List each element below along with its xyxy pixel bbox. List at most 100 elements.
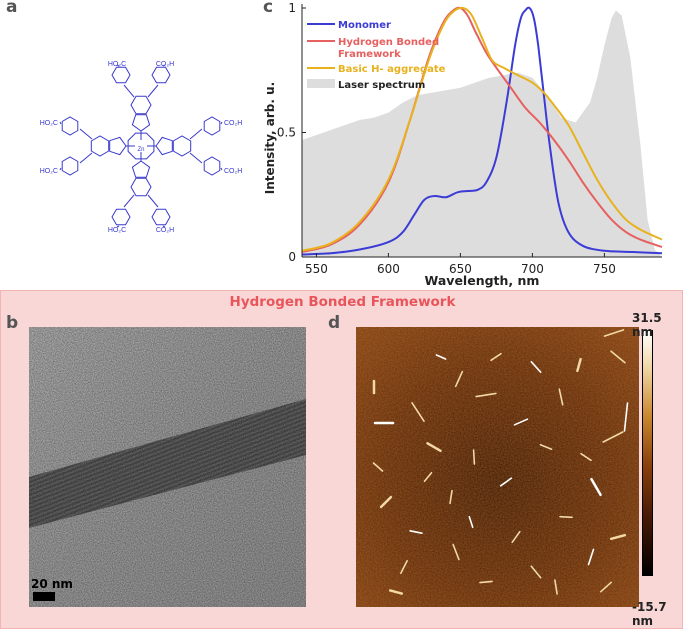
ring <box>61 156 79 176</box>
afm-fiber <box>603 329 625 337</box>
substituent-label: HO₂C <box>40 120 58 127</box>
legend-swatch <box>307 79 335 88</box>
afm-fiber <box>580 452 592 462</box>
afm-fiber <box>449 489 453 505</box>
afm-fiber <box>511 530 521 544</box>
afm-fiber <box>610 350 626 364</box>
afm-fiber <box>609 533 627 541</box>
scale-bar-label: 20 nm <box>31 577 73 591</box>
ring <box>130 95 152 115</box>
chart-lines <box>301 6 663 256</box>
afm-fiber <box>426 442 442 453</box>
bond <box>147 194 159 208</box>
panel-label-d: d <box>328 313 341 333</box>
afm-image <box>356 327 639 607</box>
band-title: Hydrogen Bonded Framework <box>229 294 456 310</box>
afm-fiber <box>590 477 602 497</box>
height-colorbar <box>642 330 653 576</box>
bond <box>116 64 120 67</box>
panel-label-a: a <box>6 0 18 17</box>
substituent-label: HO₂C <box>108 227 126 234</box>
y-tick-label: 0 <box>288 250 296 264</box>
bond <box>147 84 159 98</box>
afm-fiber <box>499 477 513 487</box>
chart-axes: 550 600 650 700 750 0 0.5 1 <box>277 1 662 276</box>
ring <box>172 135 192 157</box>
bond <box>59 121 62 125</box>
tem-image <box>29 327 306 607</box>
afm-fiber <box>576 357 582 373</box>
molecular-structure: Zn CO₂H HO₂C CO₂H CO₂H HO₂C CO₂H HO₂C HO₂C <box>40 61 243 234</box>
pyrrole <box>131 114 151 132</box>
bond <box>162 64 166 67</box>
bond <box>123 84 135 98</box>
afm-fiber <box>372 462 384 472</box>
afm-fiber <box>513 418 529 426</box>
afm-fiber <box>423 471 433 483</box>
afm-fiber <box>558 388 564 406</box>
afm-fiber <box>452 543 460 561</box>
afm-fiber <box>454 370 464 388</box>
ring <box>90 135 110 157</box>
x-tick-label: 600 <box>377 262 400 276</box>
afm-fiber <box>530 360 542 374</box>
afm-fiber <box>530 565 542 579</box>
legend-label: Laser spectrum <box>338 80 425 91</box>
pyrrole <box>155 136 173 156</box>
bond <box>123 194 135 208</box>
afm-fiber <box>399 560 409 574</box>
bond <box>59 167 62 171</box>
macrocycle <box>127 132 155 160</box>
bond <box>220 167 223 171</box>
x-tick-label: 750 <box>593 262 616 276</box>
ring <box>111 208 131 226</box>
afm-fiber <box>600 581 612 593</box>
series-line-0 <box>301 6 663 256</box>
legend-label: Hydrogen Bonded <box>338 37 439 48</box>
panel-label-b: b <box>6 313 19 333</box>
afm-fiber <box>475 392 497 398</box>
afm-fiber <box>559 515 573 519</box>
substituent-label: HO₂C <box>108 61 126 68</box>
y-tick-label: 0.5 <box>277 126 296 140</box>
colorbar-max-label: 31.5 nm <box>632 311 662 339</box>
afm-fiber <box>472 449 476 465</box>
ring <box>61 116 79 136</box>
y-axis-label: Intensity, arb. u. <box>263 82 277 195</box>
substituent-labels: CO₂H HO₂C CO₂H CO₂H HO₂C CO₂H HO₂C HO₂C <box>40 61 243 234</box>
chart-area <box>302 10 662 257</box>
bond <box>79 152 93 164</box>
colorbar-min-label: -15.7 nm <box>632 600 667 628</box>
ring <box>151 208 171 226</box>
legend-label: Basic H- aggregate <box>338 64 446 75</box>
afm-fiber <box>411 402 425 422</box>
afm-fiber <box>490 352 502 362</box>
absorption-spectra-chart: 550 600 650 700 750 0 0.5 1 Monomer Hydrogen Bon… <box>263 1 663 288</box>
afm-fiber <box>539 444 553 450</box>
afm-fiber <box>388 589 404 595</box>
pyrrole <box>131 160 151 178</box>
afm-fiber <box>409 530 423 534</box>
bond <box>220 121 223 125</box>
molecule-bonds <box>59 64 223 228</box>
y-tick-label: 1 <box>288 1 296 15</box>
afm-fiber <box>435 354 447 360</box>
bond <box>116 225 120 228</box>
bond <box>189 128 203 140</box>
bond <box>189 152 203 164</box>
ring <box>130 177 152 197</box>
bond <box>79 128 93 140</box>
x-tick-label: 550 <box>305 262 328 276</box>
ring <box>151 66 171 84</box>
bond <box>162 225 166 228</box>
afm-fiber <box>479 580 493 584</box>
metal-label: Zn <box>137 147 144 153</box>
substituent-label: HO₂C <box>40 168 58 175</box>
afm-fiber <box>602 431 624 443</box>
laser-spectrum-area <box>302 10 662 257</box>
substituent-label: CO₂H <box>224 120 242 127</box>
afm-fiber <box>379 495 393 509</box>
ring <box>203 156 221 176</box>
afm-fiber <box>554 579 558 595</box>
